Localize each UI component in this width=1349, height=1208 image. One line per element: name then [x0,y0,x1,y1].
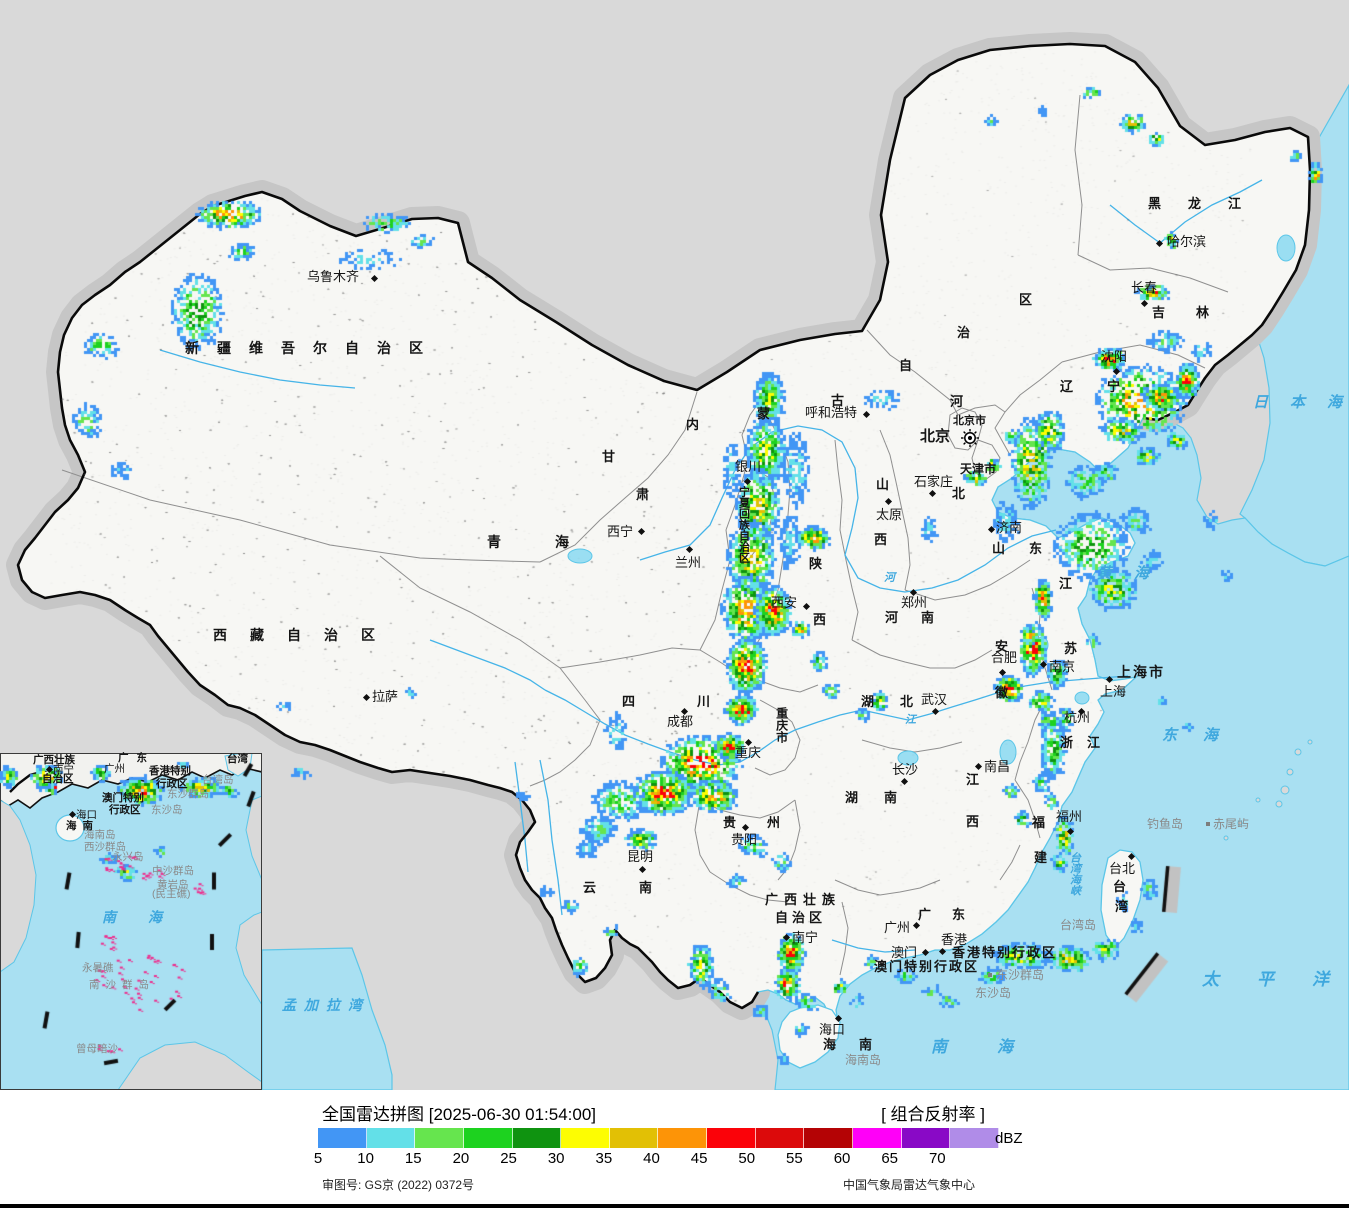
dbz-colorbar [318,1128,999,1148]
colorbar-tick: 40 [643,1150,660,1167]
colorbar-cell-45 [707,1128,756,1148]
colorbar-cell-35 [609,1128,659,1148]
colorbar-cell-60 [852,1128,902,1148]
colorbar-tick: 65 [881,1150,899,1167]
colorbar-tick: 45 [690,1150,708,1167]
colorbar-cell-70 [950,1128,999,1148]
colorbar-tick: 50 [738,1150,756,1167]
colorbar-cell-50 [755,1128,805,1148]
radar-echo-layer [0,0,1349,1090]
legend-panel: 全国雷达拼图 [2025-06-30 01:54:00] [ 组合反射率 ] d… [0,1090,1349,1208]
colorbar-tick: 55 [786,1150,803,1167]
product-label: [ 组合反射率 ] [881,1105,985,1124]
agency-credit: 中国气象局雷达气象中心 [842,1178,975,1192]
colorbar-tick: 5 [313,1150,323,1167]
colorbar-cell-25 [512,1128,562,1148]
colorbar-cell-10 [366,1128,416,1148]
colorbar-cell-20 [463,1128,513,1148]
colorbar-cell-30 [561,1128,610,1148]
colorbar-cell-55 [804,1128,853,1148]
colorbar-tick: 35 [595,1150,613,1167]
dbz-unit: dBZ [995,1130,1023,1147]
colorbar-tick: 30 [547,1150,565,1167]
map-review-number: 审图号: GS京 (2022) 0372号 [322,1178,475,1192]
colorbar-tick: 70 [928,1150,946,1167]
colorbar-cell-40 [658,1128,707,1148]
colorbar-tick: 25 [500,1150,517,1167]
colorbar-tick: 20 [452,1150,470,1167]
colorbar-tick: 10 [357,1150,374,1167]
colorbar-tick: 60 [833,1150,851,1167]
colorbar-tick: 15 [404,1150,422,1167]
colorbar-cell-65 [901,1128,951,1148]
colorbar-cell-5 [318,1128,367,1148]
colorbar-cell-15 [415,1128,464,1148]
mosaic-title: 全国雷达拼图 [2025-06-30 01:54:00] [322,1105,597,1124]
